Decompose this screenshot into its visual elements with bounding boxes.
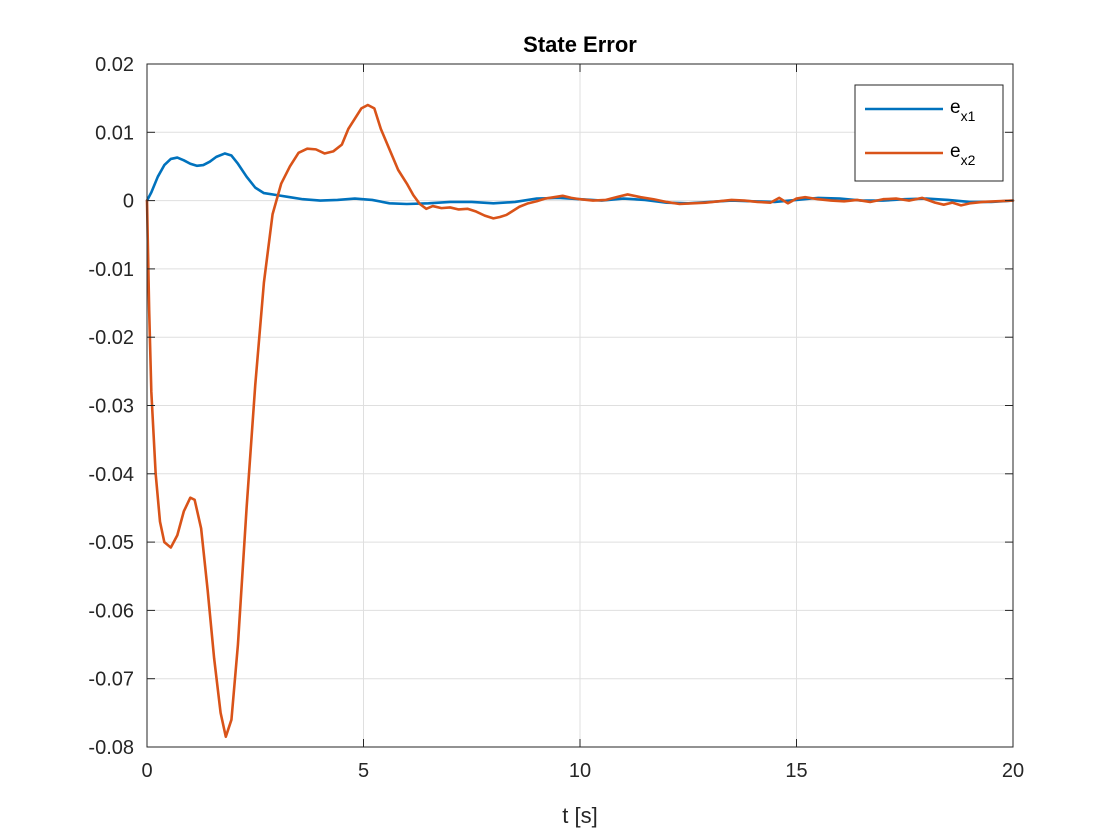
legend-label-subscript: x1 bbox=[961, 108, 976, 124]
x-tick-label: 10 bbox=[569, 760, 591, 782]
legend-label-subscript: x2 bbox=[961, 152, 976, 168]
x-tick-label: 5 bbox=[358, 760, 369, 782]
y-tick-label: -0.02 bbox=[88, 327, 134, 349]
y-tick-label: 0.01 bbox=[95, 122, 134, 144]
x-tick-label: 0 bbox=[141, 760, 152, 782]
x-axis-label: t [s] bbox=[562, 803, 597, 828]
legend-box bbox=[854, 84, 1004, 182]
y-tick-label: -0.04 bbox=[88, 464, 134, 486]
legend-label-x1: ex1 bbox=[950, 97, 976, 124]
y-tick-label: 0.02 bbox=[95, 54, 134, 76]
y-tick-label: -0.01 bbox=[88, 259, 134, 281]
legend-label-x2: ex2 bbox=[950, 141, 976, 168]
chart-title: State Error bbox=[523, 32, 637, 57]
series-line-x1 bbox=[145, 152, 1015, 206]
series-group bbox=[145, 103, 1015, 739]
series-line-x2 bbox=[145, 103, 1015, 739]
y-tick-label: 0 bbox=[123, 191, 134, 213]
y-tick-label: -0.03 bbox=[88, 396, 134, 418]
y-tick-label: -0.08 bbox=[88, 737, 134, 759]
y-tick-label: -0.05 bbox=[88, 532, 134, 554]
x-tick-label: 20 bbox=[1002, 760, 1024, 782]
legend-label-base: e bbox=[950, 141, 961, 162]
x-tick-label: 15 bbox=[785, 760, 807, 782]
legend-label-base: e bbox=[950, 97, 961, 118]
y-tick-label: -0.07 bbox=[88, 669, 134, 691]
y-tick-label: -0.06 bbox=[88, 600, 134, 622]
axis-ticks: 0 5 10 15 20 0.02 0.01 0 -0.01 -0.02 -0.03 -0.04 -0.… bbox=[88, 54, 1024, 782]
